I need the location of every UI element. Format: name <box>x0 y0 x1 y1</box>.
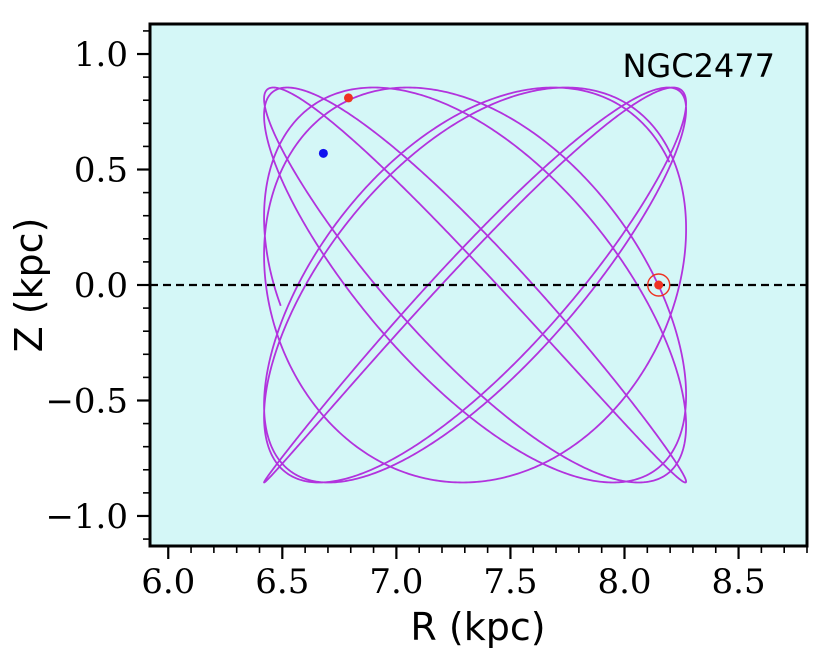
orbit-layer <box>263 86 687 484</box>
point-sun-ring <box>647 273 671 297</box>
x-tick-label: 8.5 <box>712 562 766 602</box>
ticks-layer: 6.0 6.5 7.0 7.5 8.0 8.5 1.0 0.5 0.0 −0.5 −1.0 <box>45 30 808 602</box>
x-tick-label: 6.0 <box>141 562 195 602</box>
y-tick-label: −1.0 <box>45 497 128 537</box>
y-tick-label: 0.5 <box>74 151 128 191</box>
chart-annotation: NGC2477 <box>622 47 775 85</box>
point-end <box>318 148 328 158</box>
y-tick-label: 0.0 <box>74 266 128 306</box>
y-tick-label: −0.5 <box>45 381 128 421</box>
points-layer <box>318 93 671 297</box>
x-tick-label: 7.0 <box>369 562 423 602</box>
x-tick-label: 8.0 <box>597 562 651 602</box>
point-start <box>343 93 353 103</box>
point-sun <box>654 280 664 290</box>
x-tick-label: 6.5 <box>255 562 309 602</box>
y-tick-label: 1.0 <box>74 35 128 75</box>
x-tick-label: 7.5 <box>483 562 537 602</box>
orbit-curve <box>263 86 687 484</box>
y-axis-label: Z (kpc) <box>7 218 51 353</box>
x-axis-label: R (kpc) <box>410 605 545 649</box>
